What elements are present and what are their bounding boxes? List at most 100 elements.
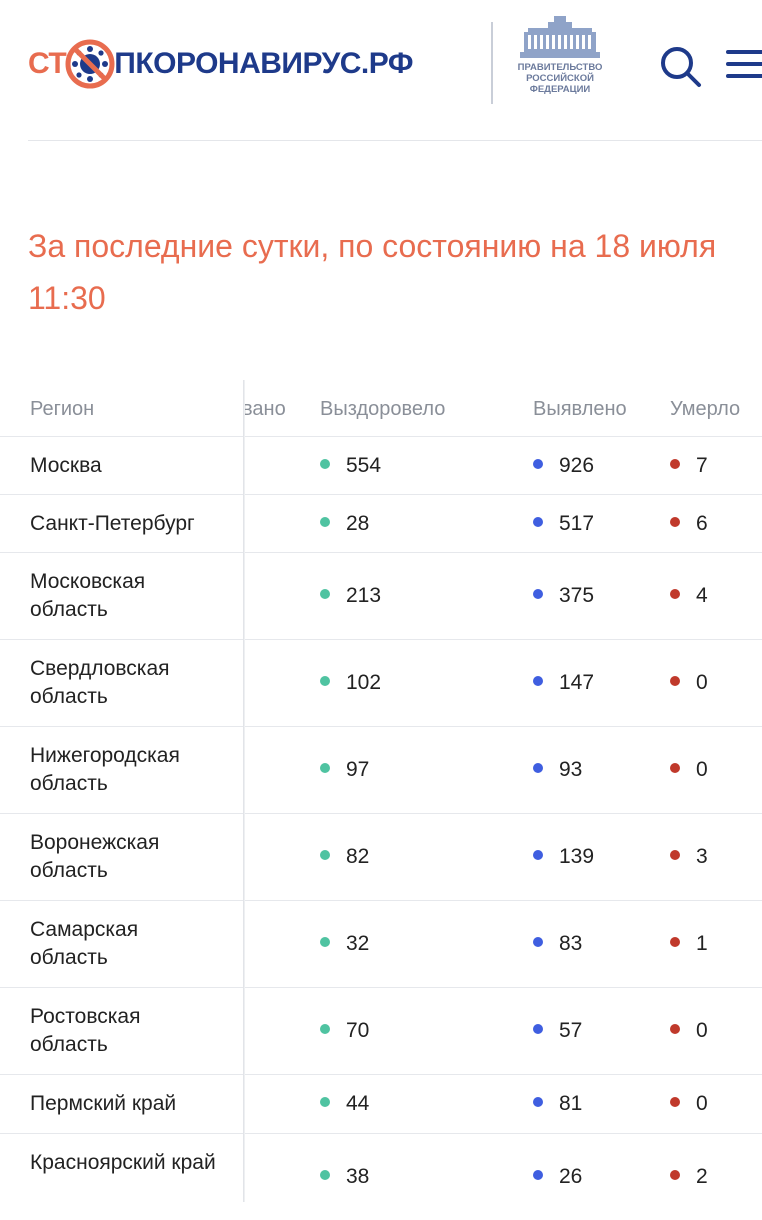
region-name: Ростовская область: [30, 1005, 141, 1056]
region-name: Нижегородская область: [30, 744, 180, 795]
recovered-value: 82: [320, 843, 369, 871]
died-dot-icon: [670, 676, 680, 687]
site-header: СТ ПКОРОНАВИРУС.РФ: [0, 0, 762, 140]
region-name: Москва: [30, 454, 102, 477]
government-building-icon: [520, 16, 600, 58]
search-button[interactable]: [658, 44, 702, 88]
government-badge[interactable]: ПРАВИТЕЛЬСТВО РОССИЙСКОЙ ФЕДЕРАЦИИ: [508, 14, 612, 104]
regions-table[interactable]: Регион вано Выздоровело Выявлено Умерло …: [0, 378, 762, 1220]
detected-dot-icon: [533, 850, 543, 861]
site-logo[interactable]: СТ ПКОРОНАВИРУС.РФ: [28, 38, 413, 90]
detected-count: 93: [559, 758, 583, 781]
recovered-count: 97: [346, 758, 370, 781]
region-name: Московская область: [30, 570, 146, 621]
recovered-count: 28: [346, 512, 370, 535]
died-count: 0: [696, 671, 708, 694]
detected-dot-icon: [533, 589, 543, 600]
died-count: 0: [696, 1092, 708, 1115]
region-name: Пермский край: [30, 1092, 177, 1115]
recovered-count: 32: [346, 932, 370, 955]
died-value: 1: [670, 930, 708, 958]
died-dot-icon: [670, 1024, 680, 1035]
header-recovered[interactable]: Выздоровело: [320, 398, 446, 420]
recovered-value: 102: [320, 669, 381, 697]
died-count: 1: [696, 932, 708, 955]
died-value: 4: [670, 582, 708, 610]
recovered-count: 44: [346, 1092, 370, 1115]
recovered-count: 213: [346, 584, 382, 607]
died-value: 2: [670, 1163, 708, 1191]
gov-label-line1: ПРАВИТЕЛЬСТВО: [517, 62, 603, 73]
detected-dot-icon: [533, 676, 543, 687]
recovered-dot-icon: [320, 1024, 330, 1035]
recovered-count: 70: [346, 1019, 370, 1042]
detected-value: 26: [533, 1163, 582, 1191]
died-dot-icon: [670, 850, 680, 861]
region-name: Свердловская область: [30, 657, 170, 708]
table-row: Санкт-Петербург 28 517 6: [0, 494, 762, 552]
detected-value: 139: [533, 843, 594, 871]
table-row: Ростовская область 70 57 0: [0, 987, 762, 1074]
detected-value: 147: [533, 669, 594, 697]
detected-count: 139: [559, 845, 595, 868]
recovered-value: 554: [320, 452, 381, 480]
detected-value: 81: [533, 1090, 582, 1118]
table-row: Самарская область 32 83 1: [0, 900, 762, 987]
recovered-value: 38: [320, 1163, 369, 1191]
header-detected[interactable]: Выявлено: [533, 398, 627, 420]
recovered-count: 554: [346, 454, 382, 477]
died-count: 7: [696, 454, 708, 477]
detected-value: 83: [533, 930, 582, 958]
died-count: 2: [696, 1165, 708, 1188]
died-value: 0: [670, 756, 708, 784]
died-count: 0: [696, 1019, 708, 1042]
government-label: ПРАВИТЕЛЬСТВО РОССИЙСКОЙ ФЕДЕРАЦИИ: [508, 62, 612, 95]
recovered-count: 102: [346, 671, 382, 694]
detected-value: 926: [533, 452, 594, 480]
recovered-value: 97: [320, 756, 369, 784]
detected-count: 83: [559, 932, 583, 955]
table-row: Воронежская область 82 139 3: [0, 813, 762, 900]
died-value: 6: [670, 510, 708, 538]
detected-dot-icon: [533, 937, 543, 948]
detected-value: 375: [533, 582, 594, 610]
header-died[interactable]: Умерло: [670, 398, 741, 420]
died-count: 3: [696, 845, 708, 868]
detected-count: 926: [559, 454, 595, 477]
recovered-value: 213: [320, 582, 381, 610]
virus-stop-icon: [65, 39, 115, 89]
detected-dot-icon: [533, 763, 543, 774]
recovered-dot-icon: [320, 459, 330, 470]
table-row: Красноярский край 38 26 2: [0, 1133, 762, 1220]
header-region[interactable]: Регион: [30, 398, 95, 420]
sticky-column-shadow: [243, 380, 245, 1202]
detected-count: 26: [559, 1165, 583, 1188]
detected-count: 81: [559, 1092, 583, 1115]
died-dot-icon: [670, 459, 680, 470]
died-value: 0: [670, 1017, 708, 1045]
died-value: 3: [670, 843, 708, 871]
detected-count: 147: [559, 671, 595, 694]
died-dot-icon: [670, 763, 680, 774]
recovered-dot-icon: [320, 1097, 330, 1108]
region-name: Самарская область: [30, 918, 139, 969]
detected-value: 93: [533, 756, 582, 784]
recovered-value: 28: [320, 510, 369, 538]
region-name: Санкт-Петербург: [30, 512, 195, 535]
logo-text-part2: ПКОРОНАВИРУС.РФ: [114, 47, 413, 80]
hamburger-menu-icon[interactable]: [722, 48, 762, 80]
header-hidden-column[interactable]: вано: [242, 398, 286, 420]
detected-count: 375: [559, 584, 595, 607]
died-count: 0: [696, 758, 708, 781]
gov-label-line3: ФЕДЕРАЦИИ: [529, 84, 591, 95]
search-icon: [661, 47, 701, 87]
title-line2: 11:30: [28, 280, 106, 316]
page-title: За последние сутки, по состоянию на 18 и…: [28, 220, 762, 324]
died-value: 7: [670, 452, 708, 480]
logo-text-part1: СТ: [28, 47, 67, 80]
recovered-dot-icon: [320, 937, 330, 948]
died-value: 0: [670, 1090, 708, 1118]
region-name: Красноярский край: [30, 1151, 216, 1174]
died-dot-icon: [670, 1170, 680, 1181]
table-row: Нижегородская область 97 93 0: [0, 726, 762, 813]
